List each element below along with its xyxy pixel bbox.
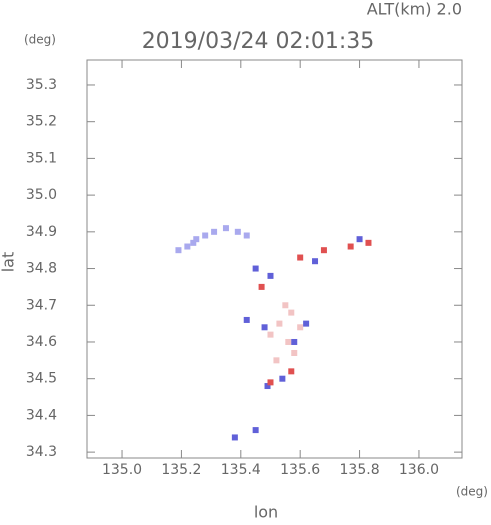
y-tick-label: 34.6 [26, 334, 57, 350]
echo-point [243, 316, 250, 323]
echo-point [356, 236, 363, 243]
echo-point [297, 254, 304, 261]
echo-point [297, 324, 304, 331]
y-tick-label: 34.7 [26, 297, 57, 313]
x-tick-label: 135.6 [280, 462, 320, 478]
echo-point [222, 225, 229, 232]
y-tick-label: 35.2 [26, 114, 57, 130]
echo-point [291, 349, 298, 356]
echo-point [252, 427, 259, 434]
echo-point [347, 243, 354, 250]
echo-point [190, 239, 197, 246]
echo-point [184, 243, 191, 250]
x-tick-label: 135.4 [221, 462, 261, 478]
echo-point [285, 338, 292, 345]
echo-point [288, 368, 295, 375]
echo-point [279, 375, 286, 382]
altitude-label: ALT(km) 2.0 [367, 0, 462, 19]
echo-point [211, 228, 218, 235]
echo-point [288, 309, 295, 316]
echo-point [231, 434, 238, 441]
echo-point [291, 338, 298, 345]
echo-point [276, 320, 283, 327]
echo-point [193, 236, 200, 243]
y-axis-label: lat [0, 252, 18, 273]
x-axis-label: lon [254, 503, 278, 522]
echo-point [261, 324, 268, 331]
y-tick-label: 34.9 [26, 224, 57, 240]
echo-point [273, 357, 280, 364]
echo-point [243, 232, 250, 239]
y-tick-label: 34.4 [26, 407, 57, 423]
echo-point [264, 383, 271, 390]
echo-point [234, 228, 241, 235]
x-unit: (deg) [456, 485, 488, 499]
y-tick-label: 34.8 [26, 261, 57, 277]
echo-point [175, 247, 182, 254]
y-unit: (deg) [24, 33, 56, 47]
echo-point [312, 258, 319, 265]
echo-point [267, 331, 274, 338]
echo-point [202, 232, 209, 239]
y-tick-label: 35.0 [26, 187, 57, 203]
echo-point [258, 283, 265, 290]
x-tick-label: 135.2 [161, 462, 201, 478]
x-tick-label: 135.0 [102, 462, 142, 478]
x-tick-label: 135.8 [340, 462, 380, 478]
y-tick-label: 34.5 [26, 371, 57, 387]
echo-point [365, 239, 372, 246]
echo-point [267, 272, 274, 279]
echo-point [282, 302, 289, 309]
plot-frame [86, 59, 463, 459]
chart-title: 2019/03/24 02:01:35 [142, 29, 375, 54]
echo-point [267, 379, 274, 386]
y-tick-label: 35.3 [26, 77, 57, 93]
y-tick-label: 35.1 [26, 150, 57, 166]
y-tick-label: 34.3 [26, 444, 57, 460]
x-tick-label: 136.0 [399, 462, 439, 478]
echo-point [303, 320, 310, 327]
echo-point [252, 265, 259, 272]
echo-point [320, 247, 327, 254]
